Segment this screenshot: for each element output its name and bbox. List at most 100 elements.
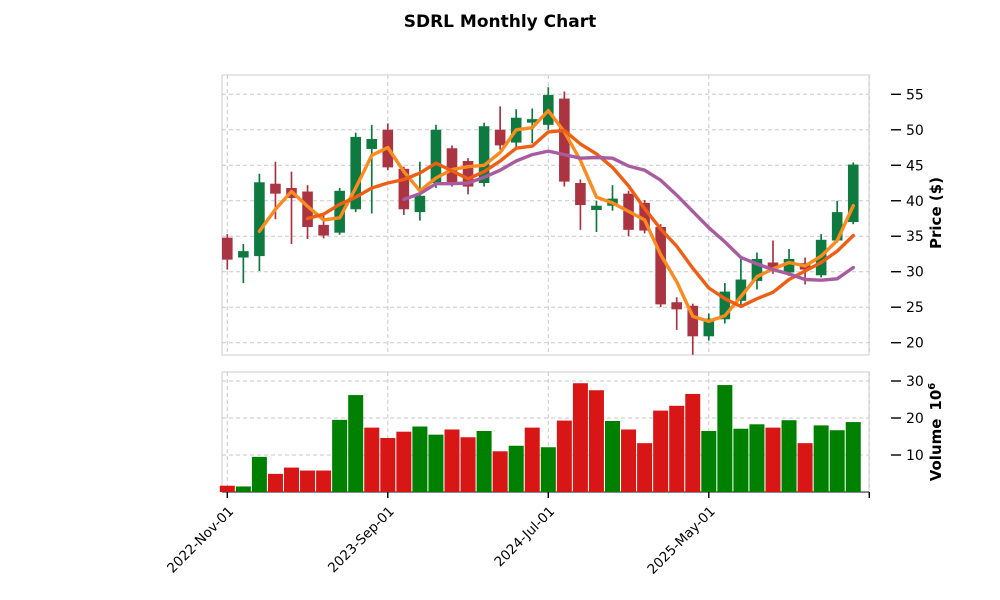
candle-body <box>831 212 843 241</box>
volume-bar <box>653 410 669 492</box>
volume-bar <box>444 429 460 492</box>
price-tick-label: 25 <box>906 300 924 316</box>
volume-bar <box>428 434 444 492</box>
date-tick-label: 2025-May-01 <box>644 504 718 578</box>
volume-bar <box>524 427 540 492</box>
date-tick-label: 2022-Nov-01 <box>164 504 237 577</box>
candle-body <box>719 291 731 320</box>
volume-bar <box>733 428 749 492</box>
volume-bar <box>316 470 332 492</box>
volume-bar <box>508 445 524 492</box>
candle-body <box>446 148 458 184</box>
date-tick-label: 2023-Sep-01 <box>325 504 398 577</box>
candle-body <box>767 262 779 269</box>
volume-tick-label: 30 <box>906 374 924 390</box>
volume-bar <box>781 420 797 492</box>
volume-bars <box>219 383 861 492</box>
candle-body <box>671 302 682 310</box>
volume-bar <box>701 430 717 492</box>
volume-bar <box>621 429 637 492</box>
candle-body <box>350 136 361 210</box>
volume-bar <box>219 485 235 492</box>
volume-bar <box>588 390 604 492</box>
volume-bar <box>556 420 572 492</box>
volume-bar <box>364 427 380 492</box>
volume-tick-label: 10 <box>906 448 924 464</box>
candle-body <box>254 182 265 257</box>
sma-3-line <box>257 108 855 324</box>
candle-body <box>591 205 602 210</box>
volume-tick-label: 20 <box>906 411 924 427</box>
moving-average-lines <box>257 108 855 324</box>
sma-6-line <box>305 128 855 309</box>
candle-body <box>575 183 586 206</box>
volume-bar <box>685 393 701 492</box>
volume-bar <box>492 451 508 492</box>
volume-bar <box>797 443 813 492</box>
candle-body <box>847 164 859 223</box>
volume-bar <box>765 427 781 492</box>
volume-bar <box>637 443 653 492</box>
candle-body <box>366 139 378 149</box>
volume-bar <box>380 437 396 492</box>
volume-axis-title-word: Volume <box>927 419 945 482</box>
price-tick-label: 55 <box>906 87 924 103</box>
candle-body <box>478 126 490 184</box>
price-tick-label: 35 <box>906 229 924 245</box>
candle-body <box>735 279 747 301</box>
price-tick-label: 30 <box>906 265 924 281</box>
price-panel-border <box>221 74 870 356</box>
candle-body <box>302 191 313 228</box>
candle-body <box>526 119 538 123</box>
volume-bar <box>332 419 348 492</box>
candle-body <box>270 183 281 194</box>
volume-bar <box>235 486 251 492</box>
candle-body <box>398 168 410 210</box>
candle-body <box>639 202 650 231</box>
candle-body <box>238 251 249 258</box>
price-tick-label: 40 <box>906 194 924 210</box>
date-tick-label: 2024-Jul-01 <box>491 504 558 571</box>
candle-body <box>318 224 329 236</box>
volume-bar <box>540 447 556 492</box>
volume-bar <box>669 405 685 492</box>
candle-body <box>751 258 763 281</box>
candle-body <box>655 227 666 305</box>
volume-bar <box>284 467 299 492</box>
candle-body <box>430 129 442 184</box>
volume-bar <box>572 383 588 492</box>
chart-title: SDRL Monthly Chart <box>404 12 597 32</box>
volume-bar <box>460 437 476 492</box>
volume-bar <box>412 426 428 492</box>
volume-bar <box>749 424 765 492</box>
candle-body <box>783 258 795 273</box>
volume-bar <box>605 420 620 492</box>
price-tick-label: 20 <box>906 336 924 352</box>
volume-bar <box>717 385 733 492</box>
volume-bar <box>829 430 845 492</box>
candle-body <box>494 129 506 146</box>
volume-bar <box>476 430 492 492</box>
volume-axis-title: Volume 106 <box>927 383 945 482</box>
volume-bar <box>267 473 283 492</box>
candle-body <box>703 318 715 337</box>
volume-bar <box>251 456 267 492</box>
volume-axis-exponent-base: 10 <box>927 390 945 411</box>
price-axis-title: Price ($) <box>927 177 945 249</box>
axis-ticks-and-labels: 55 50 45 40 35 30 25 20 30 20 10 2022-Nov-01 2023-Se… <box>164 87 924 577</box>
candle-body <box>222 237 233 260</box>
sma-12-line <box>402 149 855 282</box>
volume-bar <box>845 422 861 492</box>
volume-bar <box>348 395 364 492</box>
candle-body <box>414 195 426 213</box>
price-tick-label: 50 <box>906 123 924 139</box>
volume-bar <box>396 431 412 492</box>
candle-body <box>334 190 345 233</box>
volume-bar <box>300 470 316 492</box>
price-tick-label: 45 <box>906 158 924 174</box>
volume-axis-exponent-power: 6 <box>927 383 938 390</box>
candle-body <box>687 305 699 337</box>
volume-bar <box>813 425 829 492</box>
